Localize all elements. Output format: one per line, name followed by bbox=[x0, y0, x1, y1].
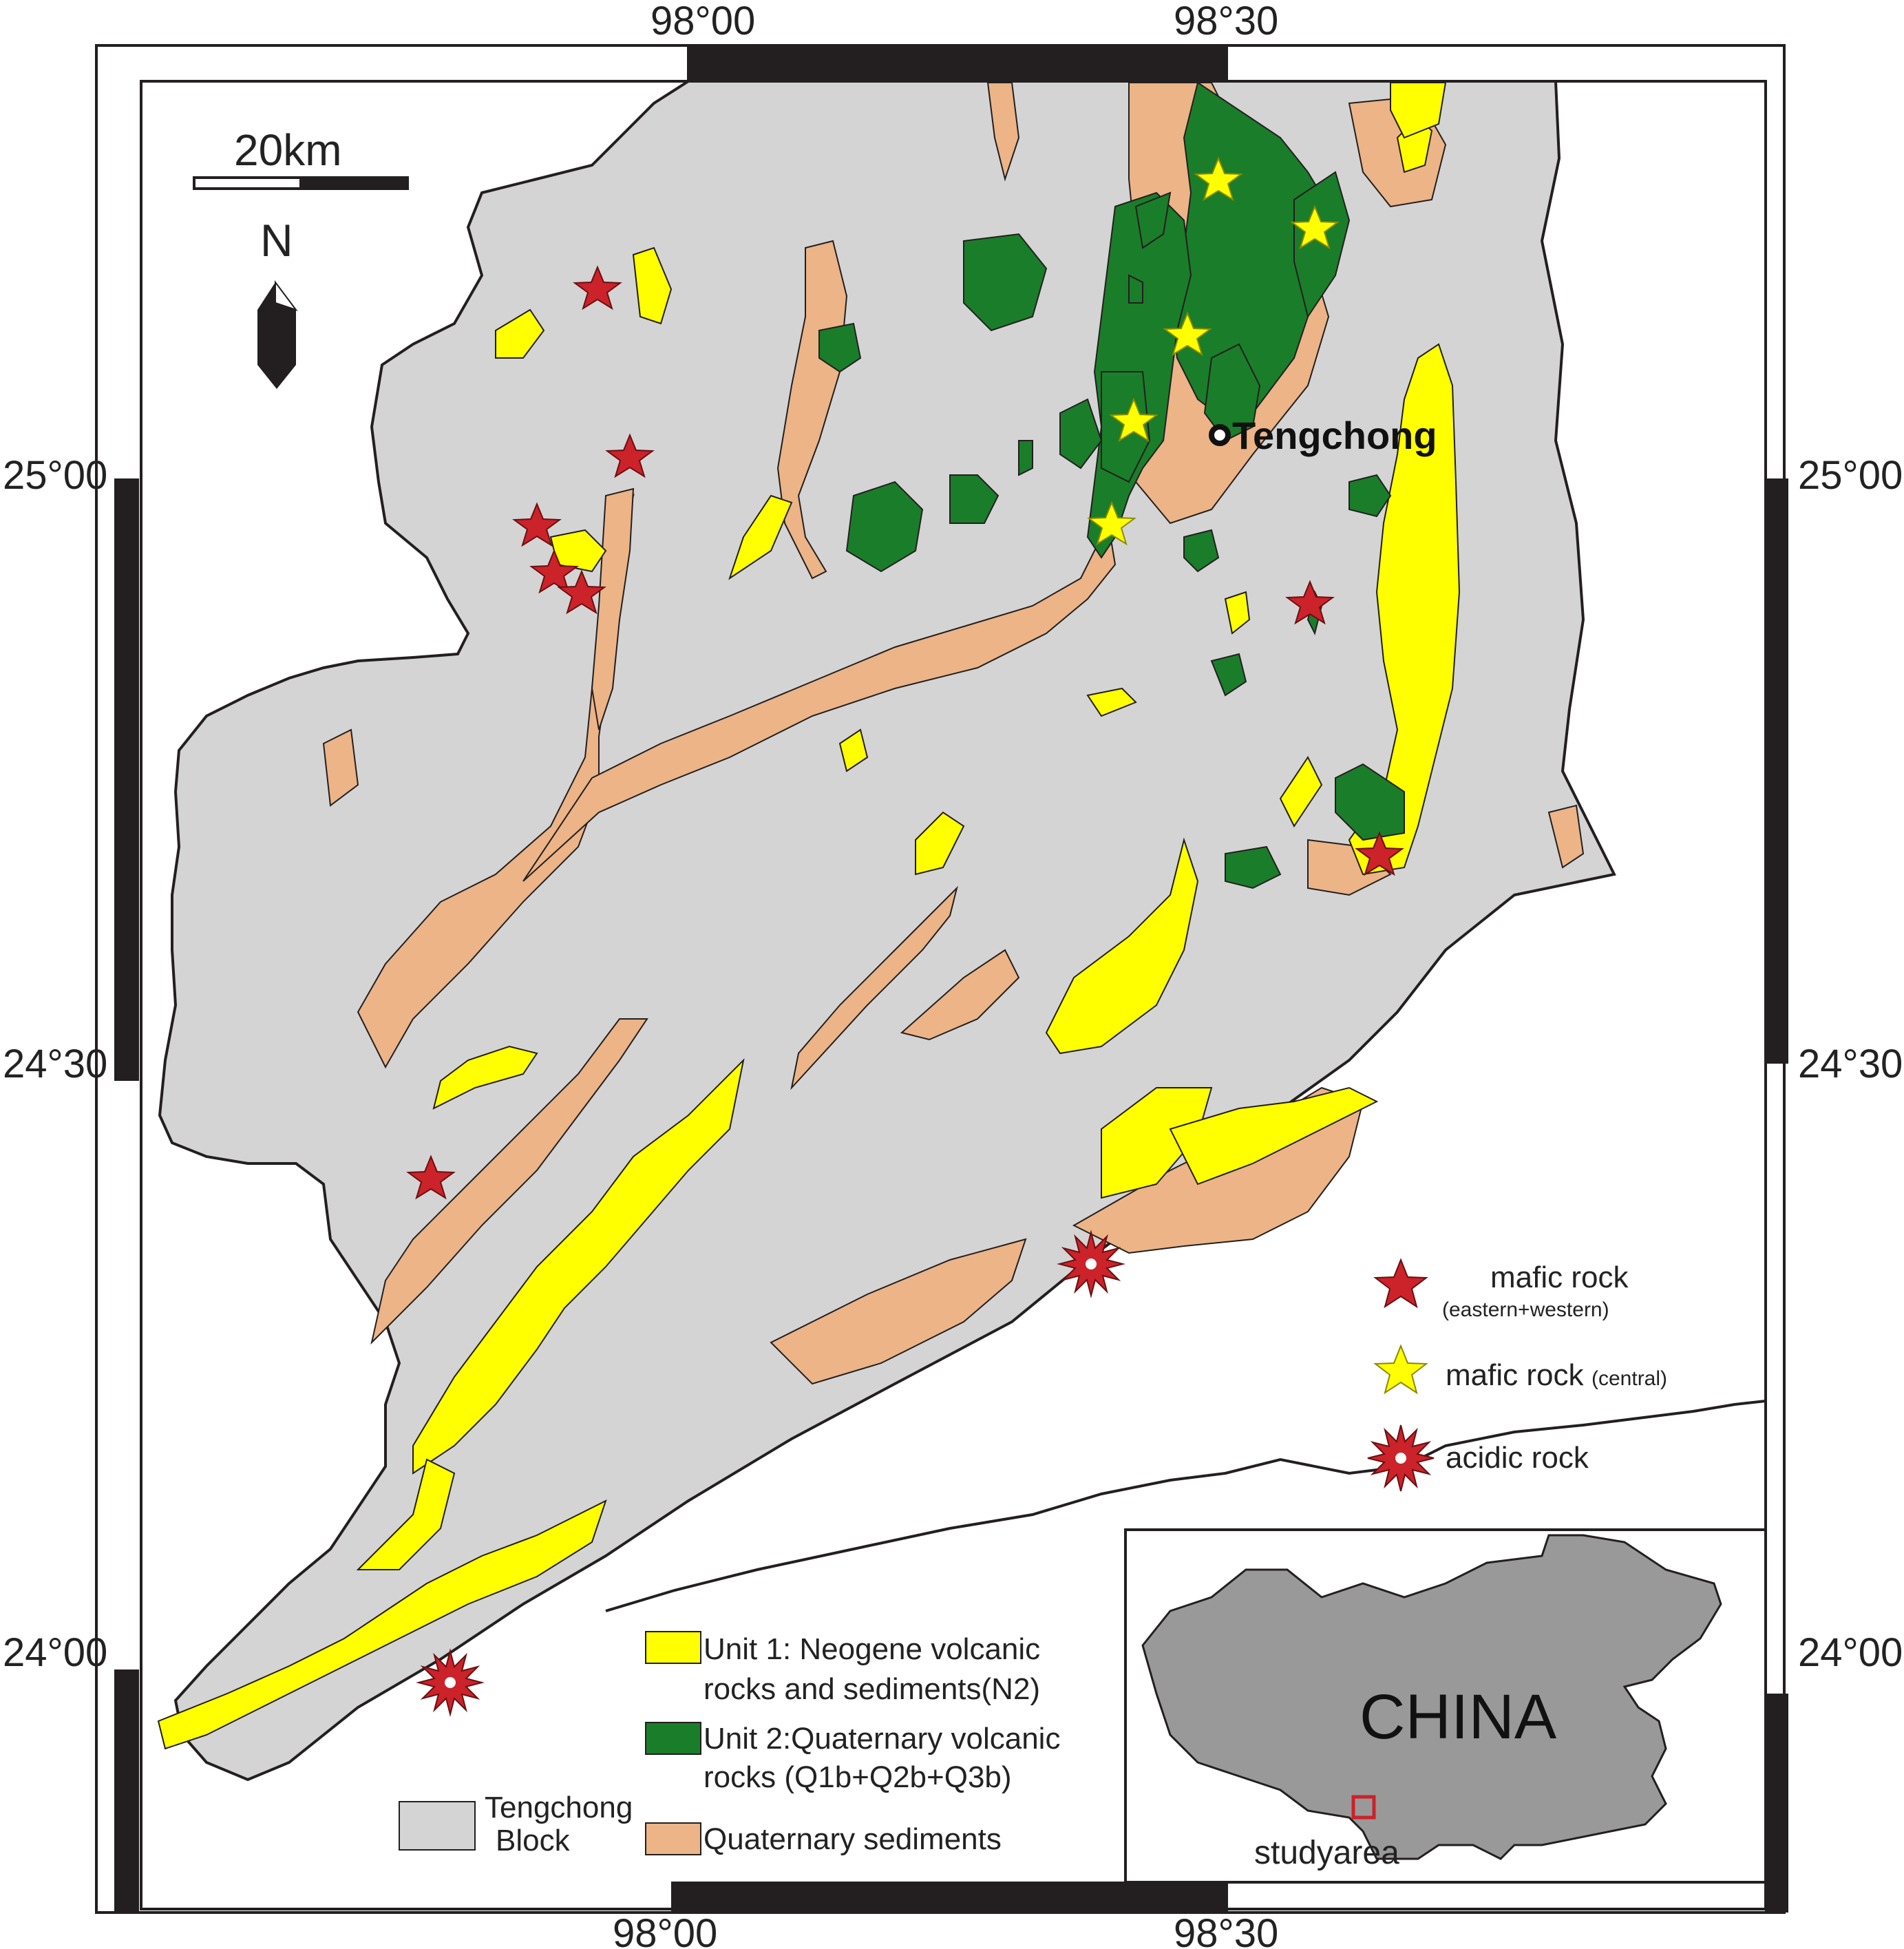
unit2-quaternary-volcanic bbox=[818, 81, 1405, 889]
frame-bar-right-upper bbox=[1765, 478, 1788, 1064]
legend-mafic-ew-line2: (eastern+western) bbox=[1442, 1298, 1609, 1321]
inset-study-area-label: studyarea bbox=[1254, 1835, 1399, 1871]
coord-left-25-00: 25°00 bbox=[3, 453, 107, 498]
unit1-neogene bbox=[157, 82, 1461, 1750]
mafic-central-star-2 bbox=[1290, 204, 1340, 250]
mafic-ew-star-1 bbox=[573, 265, 622, 310]
mafic-ew-star-2 bbox=[605, 433, 655, 478]
mafic-ew-star-7 bbox=[1355, 831, 1404, 876]
legend-block-swatch bbox=[399, 1801, 476, 1851]
mafic-ew-star-3 bbox=[512, 502, 562, 547]
legend-unit1-line2: rocks and sediments(N2) bbox=[704, 1672, 1040, 1706]
acidic-rock-markers bbox=[416, 1230, 1125, 1717]
legend-acidic-label: acidic rock bbox=[1446, 1441, 1589, 1475]
mafic-ew-star-5 bbox=[557, 569, 606, 615]
study-area-box bbox=[1351, 1795, 1376, 1820]
legend-quaternary-label: Quaternary sediments bbox=[704, 1822, 1002, 1856]
frame-bar-top bbox=[687, 45, 1228, 81]
coord-bottom-98-00: 98°00 bbox=[613, 1911, 717, 1949]
legend-unit1-line1: Unit 1: Neogene volcanic bbox=[704, 1632, 1040, 1666]
mafic-ew-star-4 bbox=[529, 549, 579, 594]
legend-mafic-ew-icon bbox=[1373, 1258, 1428, 1309]
legend-unit2-line2: rocks (Q1b+Q2b+Q3b) bbox=[704, 1760, 1012, 1794]
coord-right-25-00: 25°00 bbox=[1798, 453, 1903, 498]
border-line bbox=[605, 1400, 1766, 1612]
coord-top-98-30: 98°30 bbox=[1174, 0, 1278, 43]
mafic-central-stars bbox=[1087, 156, 1340, 546]
legend-quaternary-swatch bbox=[645, 1822, 701, 1855]
tengchong-block bbox=[158, 80, 1616, 1782]
tengchong-city-marker bbox=[1209, 424, 1231, 446]
coord-bottom-98-30: 98°30 bbox=[1174, 1911, 1278, 1949]
legend-mafic-central-icon bbox=[1373, 1344, 1428, 1395]
legend-acidic-center bbox=[1395, 1453, 1406, 1464]
frame-bar-bottom bbox=[671, 1882, 1228, 1912]
coord-right-24-30: 24°30 bbox=[1798, 1042, 1903, 1086]
scale-bar-label: 20km bbox=[234, 125, 342, 175]
north-arrow-highlight bbox=[275, 280, 298, 311]
coord-right-24-00: 24°00 bbox=[1798, 1630, 1903, 1675]
frame-bar-left-upper bbox=[114, 478, 139, 1081]
acidic-marker-2-center bbox=[445, 1677, 456, 1688]
mafic-central-star-5 bbox=[1087, 501, 1136, 546]
legend-mafic-central-sub: (central) bbox=[1591, 1367, 1667, 1390]
north-arrow-icon bbox=[257, 282, 296, 389]
mafic-ew-star-6 bbox=[1285, 580, 1335, 625]
mafic-ew-stars bbox=[406, 265, 1404, 1200]
acidic-marker-1-center bbox=[1086, 1258, 1097, 1270]
legend-unit2-swatch bbox=[645, 1722, 701, 1755]
tengchong-city-label: Tengchong bbox=[1232, 414, 1437, 457]
legend-block-line1: Tengchong bbox=[485, 1791, 633, 1824]
scale-bar-black bbox=[299, 176, 409, 190]
legend-block-line2: Block bbox=[496, 1824, 571, 1857]
mafic-central-star-4 bbox=[1109, 397, 1159, 443]
china-silhouette bbox=[1141, 1534, 1722, 1860]
legend-mafic-central-main: mafic rock bbox=[1446, 1358, 1584, 1392]
scale-bar-white bbox=[193, 176, 302, 190]
frame-bar-right-lower bbox=[1765, 1694, 1788, 1913]
legend-unit1-swatch bbox=[645, 1631, 701, 1664]
mafic-ew-star-8 bbox=[406, 1155, 456, 1200]
coord-left-24-00: 24°00 bbox=[3, 1630, 107, 1675]
coord-left-24-30: 24°30 bbox=[3, 1042, 107, 1086]
mafic-central-star-3 bbox=[1163, 311, 1212, 357]
mafic-central-star-1 bbox=[1194, 156, 1243, 202]
legend-mafic-ew-line1: mafic rock bbox=[1490, 1261, 1629, 1294]
legend-unit2-line1: Unit 2:Quaternary volcanic bbox=[704, 1722, 1060, 1756]
north-label: N bbox=[260, 215, 293, 266]
inset-china-label: CHINA bbox=[1360, 1682, 1557, 1752]
coord-top-98-00: 98°00 bbox=[650, 0, 755, 43]
frame-bar-left-lower bbox=[114, 1669, 139, 1913]
